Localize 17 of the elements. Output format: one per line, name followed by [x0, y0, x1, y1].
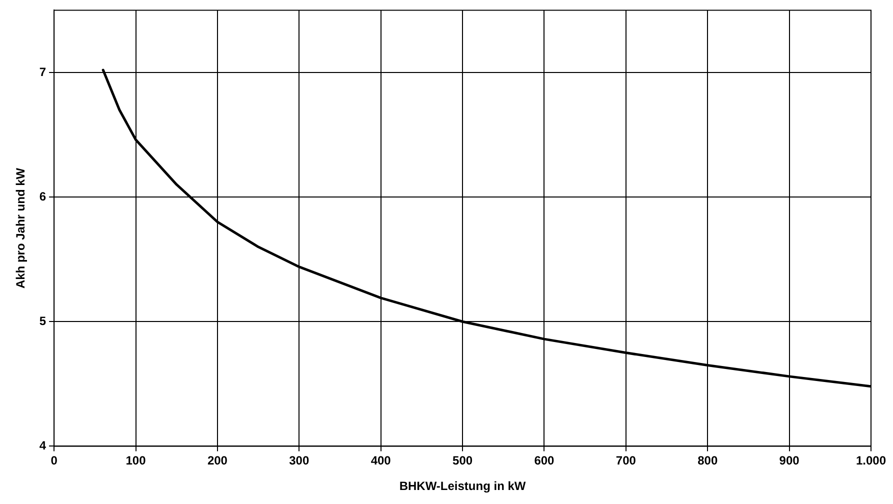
x-tick-label: 0 — [50, 454, 58, 468]
x-axis-title: BHKW-Leistung in kW — [399, 479, 526, 494]
y-tick-label: 7 — [39, 64, 46, 79]
x-tick-label: 1.000 — [856, 454, 886, 468]
y-tick-label: 4 — [39, 438, 46, 453]
y-tick-label: 5 — [39, 314, 46, 328]
x-tick-label: 100 — [126, 454, 146, 468]
y-tick-label: 6 — [39, 189, 46, 204]
x-tick-label: 900 — [779, 454, 800, 468]
y-axis-title: Akh pro Jahr und kW — [14, 167, 28, 289]
x-tick-label: 600 — [534, 454, 555, 468]
x-tick-label: 700 — [616, 454, 636, 468]
x-tick-label: 200 — [207, 454, 228, 468]
x-tick-label: 500 — [452, 454, 473, 468]
x-tick-label: 300 — [289, 454, 310, 468]
x-tick-label: 400 — [370, 454, 392, 468]
x-tick-label: 800 — [698, 454, 718, 468]
